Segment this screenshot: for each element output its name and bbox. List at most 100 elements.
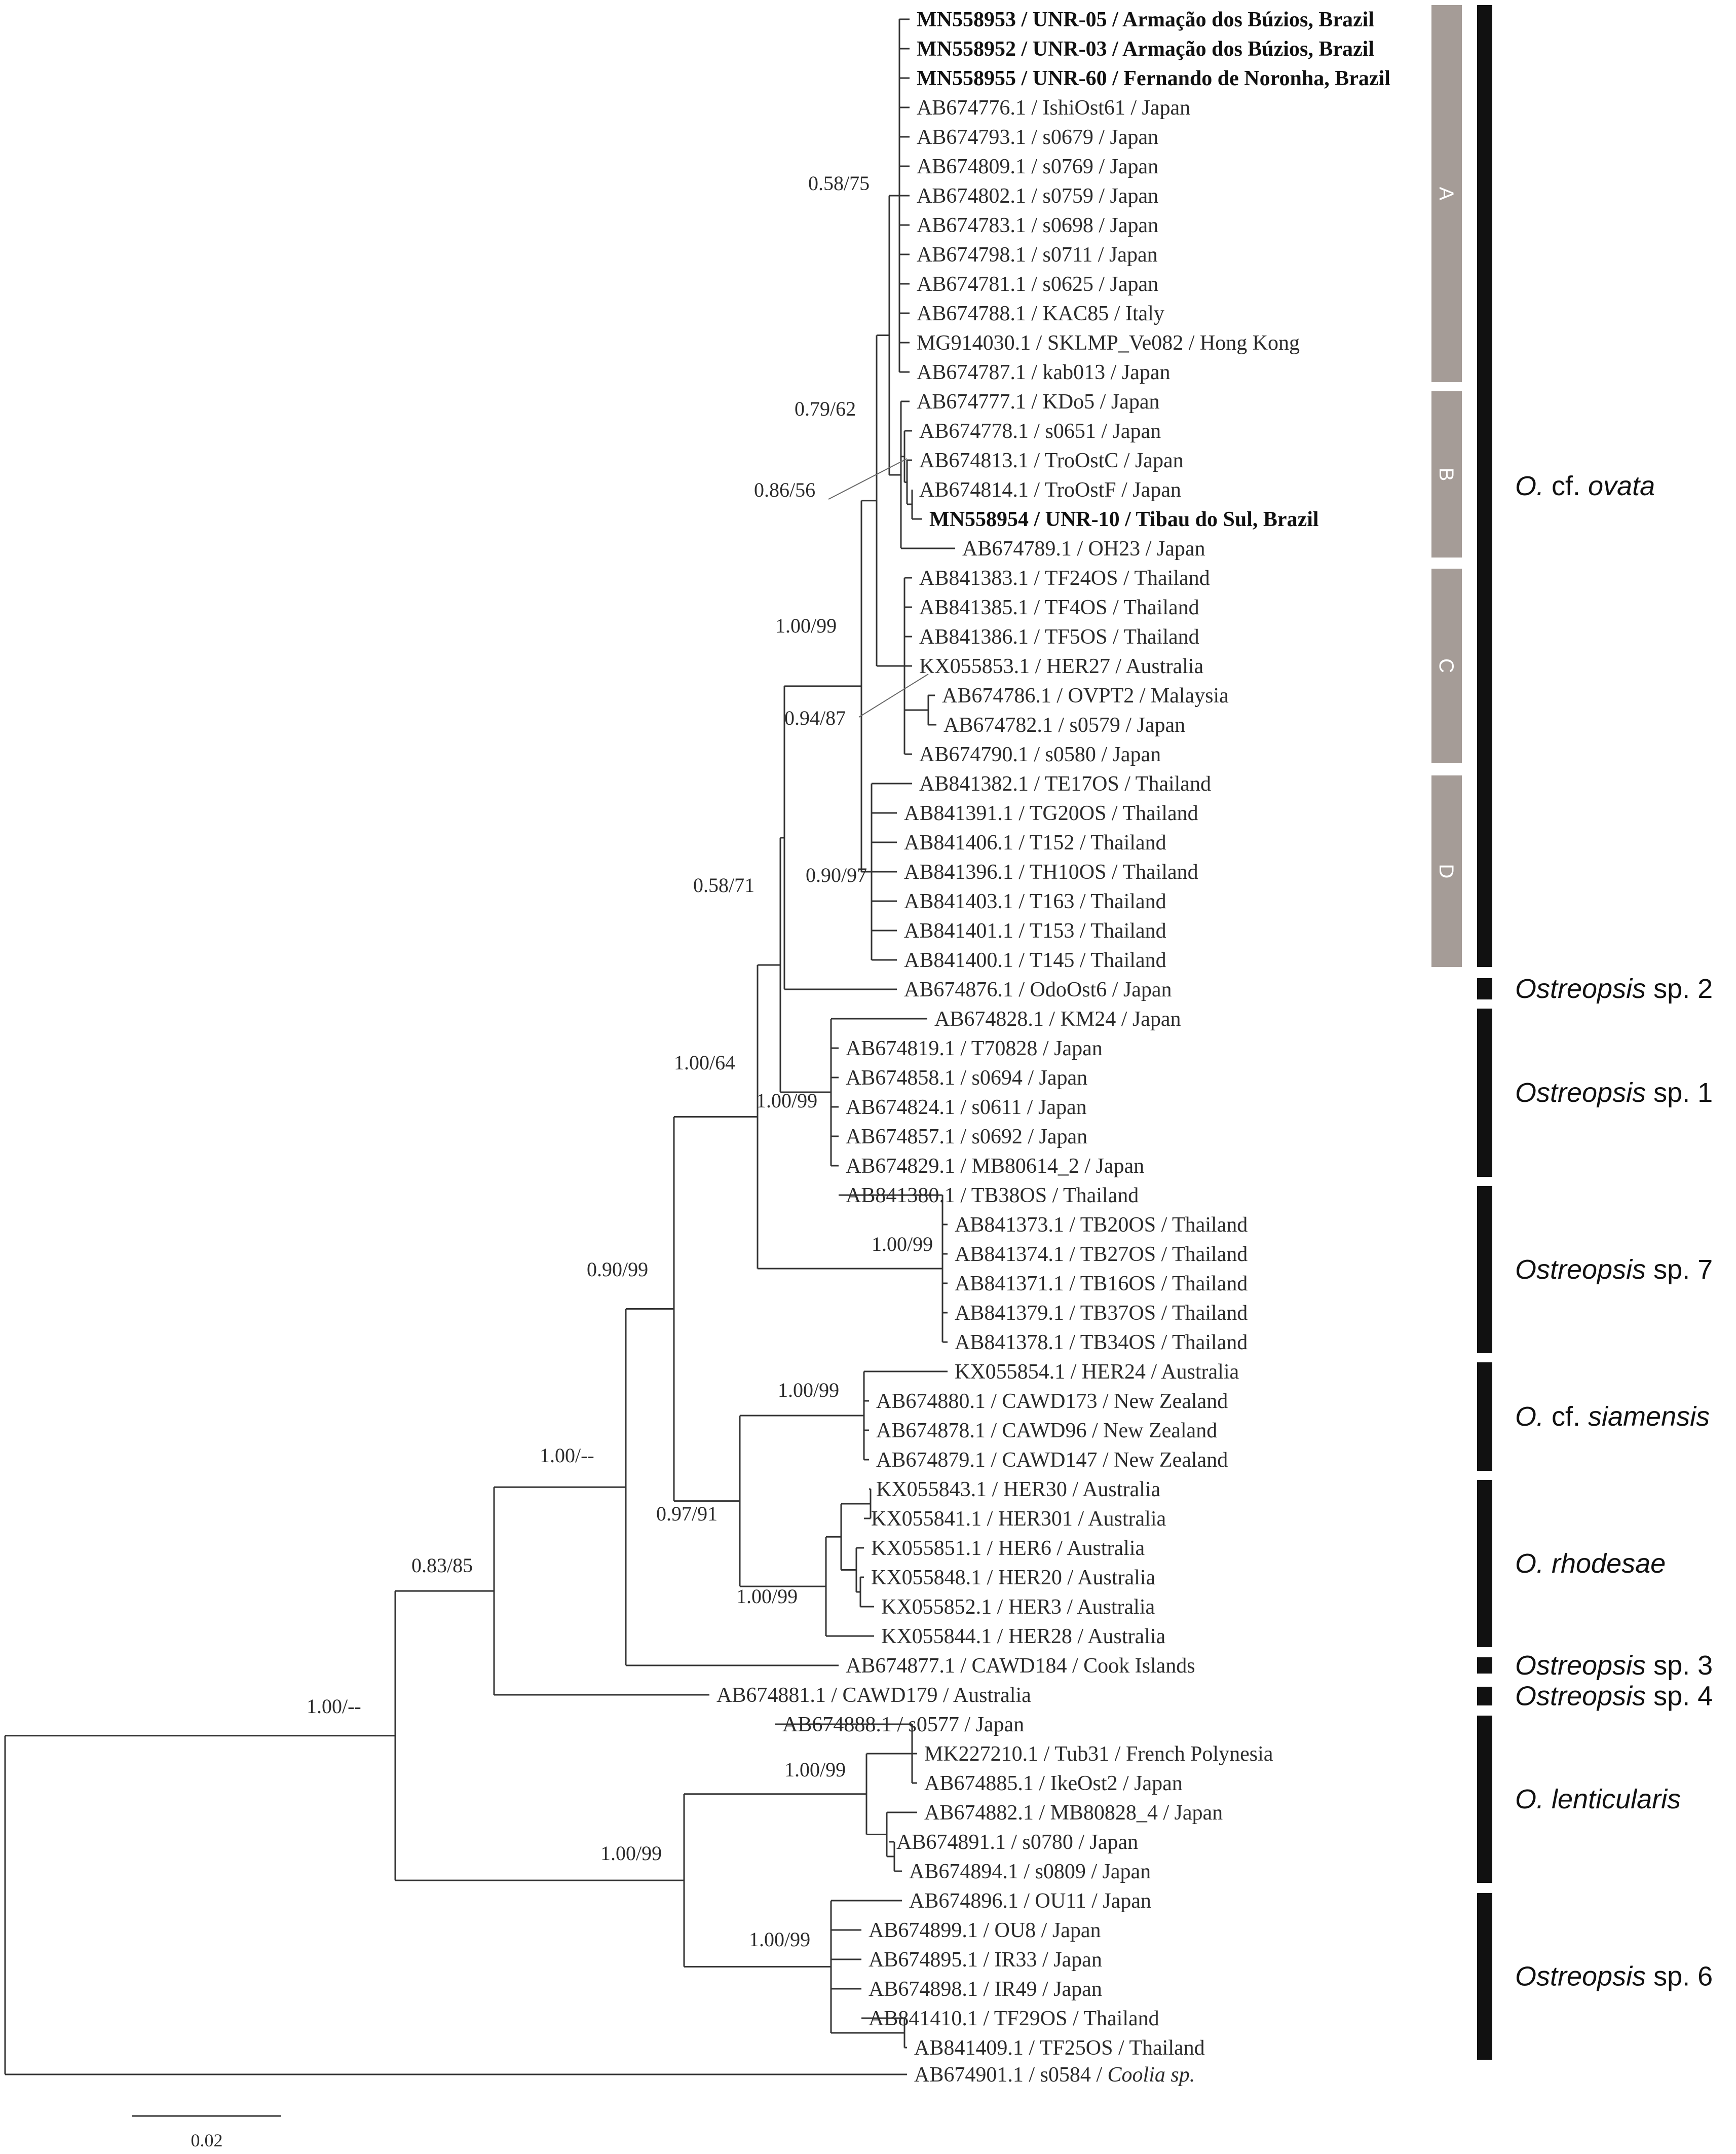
- leaf-label: AB841386.1 / TF5OS / Thailand: [919, 625, 1199, 649]
- support-value: 0.58/75: [808, 172, 870, 195]
- clade-label-ovata: O. cf. ovata: [1515, 471, 1655, 501]
- leaf-label: AB674885.1 / IkeOst2 / Japan: [924, 1772, 1183, 1795]
- leaf-label: AB674781.1 / s0625 / Japan: [917, 273, 1158, 296]
- leaf-label: AB674786.1 / OVPT2 / Malaysia: [942, 684, 1229, 708]
- leaf-label: AB841374.1 / TB27OS / Thailand: [955, 1243, 1248, 1266]
- leaf-label: AB674778.1 / s0651 / Japan: [919, 420, 1161, 443]
- support-value: 1.00/99: [600, 1842, 662, 1865]
- subclade-label: C: [1435, 658, 1457, 673]
- support-value: 0.94/87: [784, 707, 846, 729]
- leaf-label: AB674894.1 / s0809 / Japan: [909, 1860, 1151, 1883]
- clade-bar-ovata: [1477, 5, 1492, 967]
- leaf-label: KX055852.1 / HER3 / Australia: [881, 1595, 1155, 1619]
- leaf-label: AB674876.1 / OdoOst6 / Japan: [904, 978, 1172, 1001]
- leaf-label: AB841396.1 / TH10OS / Thailand: [904, 861, 1198, 884]
- clade-label-siamensis: O. cf. siamensis: [1515, 1401, 1710, 1432]
- clade-label-sp1: Ostreopsis sp. 1: [1515, 1078, 1713, 1108]
- leaf-label: AB841373.1 / TB20OS / Thailand: [955, 1213, 1248, 1237]
- leaf-label: AB841406.1 / T152 / Thailand: [904, 831, 1166, 855]
- clade-bar-sp2: [1477, 978, 1492, 999]
- support-value: 0.58/71: [693, 874, 754, 897]
- leaf-label: MN558952 / UNR-03 / Armação dos Búzios, …: [917, 38, 1374, 61]
- leaf-label: KX055843.1 / HER30 / Australia: [876, 1478, 1160, 1501]
- leaf-label: AB674777.1 / KDo5 / Japan: [917, 390, 1160, 414]
- support-value: 1.00/99: [775, 614, 837, 637]
- leaf-label: MG914030.1 / SKLMP_Ve082 / Hong Kong: [917, 331, 1300, 355]
- leaf-label: AB674788.1 / KAC85 / Italy: [917, 302, 1164, 325]
- leaf-label: AB674829.1 / MB80614_2 / Japan: [846, 1155, 1144, 1178]
- leaf-label: MN558955 / UNR-60 / Fernando de Noronha,…: [917, 67, 1390, 90]
- leaf-label: AB674888.1 / s0577 / Japan: [782, 1713, 1024, 1736]
- clade-label-lenticularis: O. lenticularis: [1515, 1784, 1681, 1814]
- clade-label-sp6: Ostreopsis sp. 6: [1515, 1961, 1713, 1992]
- leaf-label: AB674881.1 / CAWD179 / Australia: [716, 1684, 1031, 1707]
- leaf-label: AB674857.1 / s0692 / Japan: [846, 1125, 1087, 1148]
- leaf-label: AB674814.1 / TroOstF / Japan: [919, 478, 1181, 502]
- leaf-label: AB674787.1 / kab013 / Japan: [917, 361, 1170, 384]
- leaf-label: AB674899.1 / OU8 / Japan: [869, 1919, 1101, 1942]
- leaf-label: AB674901.1 / s0584 / Coolia sp.: [914, 2063, 1195, 2087]
- leaf-label: AB841409.1 / TF25OS / Thailand: [914, 2036, 1205, 2060]
- subclade-label: A: [1435, 187, 1457, 201]
- leaf-label: AB674878.1 / CAWD96 / New Zealand: [876, 1419, 1217, 1442]
- leaf-label: AB674813.1 / TroOstC / Japan: [919, 449, 1184, 472]
- leaf-label: AB841403.1 / T163 / Thailand: [904, 890, 1166, 913]
- leaf-label: AB674891.1 / s0780 / Japan: [896, 1831, 1138, 1854]
- support-value: 1.00/99: [784, 1758, 846, 1781]
- leaf-label: AB674879.1 / CAWD147 / New Zealand: [876, 1449, 1228, 1472]
- leaf-label: AB841400.1 / T145 / Thailand: [904, 949, 1166, 972]
- leaf-label: KX055844.1 / HER28 / Australia: [881, 1625, 1165, 1648]
- clade-label-sp3: Ostreopsis sp. 3: [1515, 1650, 1713, 1681]
- support-value: 1.00/64: [674, 1051, 735, 1074]
- clade-bar-sp7: [1477, 1186, 1492, 1353]
- leaf-label: AB674896.1 / OU11 / Japan: [909, 1889, 1151, 1913]
- leaf-label: KX055851.1 / HER6 / Australia: [871, 1537, 1145, 1560]
- leaf-label: AB674882.1 / MB80828_4 / Japan: [924, 1801, 1223, 1825]
- clade-bar-siamensis: [1477, 1362, 1492, 1471]
- support-value: 1.00/--: [540, 1444, 594, 1467]
- support-leader: [858, 674, 929, 718]
- leaf-label: AB841371.1 / TB16OS / Thailand: [955, 1272, 1248, 1295]
- leaf-label: AB674809.1 / s0769 / Japan: [917, 155, 1158, 178]
- subclade-box-A: [1431, 5, 1462, 382]
- leaf-label: AB841378.1 / TB34OS / Thailand: [955, 1331, 1248, 1354]
- leaf-label: AB674824.1 / s0611 / Japan: [846, 1096, 1087, 1119]
- leaf-label: MK227210.1 / Tub31 / French Polynesia: [924, 1742, 1273, 1766]
- leaf-label: AB674776.1 / IshiOst61 / Japan: [917, 96, 1190, 120]
- leaf-label: AB841401.1 / T153 / Thailand: [904, 919, 1166, 943]
- support-value: 1.00/99: [778, 1379, 839, 1401]
- leaf-label: AB674880.1 / CAWD173 / New Zealand: [876, 1390, 1228, 1413]
- leaf-label: MN558954 / UNR-10 / Tibau do Sul, Brazil: [929, 508, 1319, 531]
- support-value: 0.90/97: [806, 864, 867, 886]
- subclade-box-B: [1431, 391, 1462, 558]
- clade-label-sp4: Ostreopsis sp. 4: [1515, 1681, 1713, 1712]
- leaf-label: MN558953 / UNR-05 / Armação dos Búzios, …: [917, 8, 1374, 31]
- clade-bar-sp4: [1477, 1687, 1492, 1705]
- leaf-label: AB674793.1 / s0679 / Japan: [917, 126, 1158, 149]
- leaf-label: AB674828.1 / KM24 / Japan: [934, 1008, 1181, 1031]
- clade-label-sp2: Ostreopsis sp. 2: [1515, 974, 1713, 1004]
- clade-label-rhodesae: O. rhodesae: [1515, 1548, 1666, 1579]
- subclade-box-C: [1431, 569, 1462, 763]
- subclade-label: D: [1435, 864, 1457, 879]
- clade-bar-sp1: [1477, 1009, 1492, 1177]
- support-value: 1.00/99: [872, 1233, 933, 1255]
- subclade-label: B: [1435, 468, 1457, 481]
- support-leader: [828, 458, 908, 500]
- scale-bar-label: 0.02: [191, 2130, 223, 2150]
- subclade-box-D: [1431, 775, 1462, 967]
- leaf-label: AB841380.1 / TB38OS / Thailand: [846, 1184, 1139, 1207]
- leaf-label: AB674802.1 / s0759 / Japan: [917, 184, 1158, 208]
- leaf-label: AB841379.1 / TB37OS / Thailand: [955, 1302, 1248, 1325]
- support-value: 1.00/99: [749, 1928, 810, 1951]
- leaf-label: AB674898.1 / IR49 / Japan: [869, 1978, 1102, 2001]
- leaf-label: KX055854.1 / HER24 / Australia: [955, 1360, 1239, 1384]
- leaf-label: AB674783.1 / s0698 / Japan: [917, 214, 1158, 237]
- support-value: 0.97/91: [656, 1502, 718, 1525]
- clade-bar-sp3: [1477, 1657, 1492, 1674]
- support-value: 1.00/--: [307, 1695, 361, 1718]
- leaf-label: AB841410.1 / TF29OS / Thailand: [869, 2007, 1159, 2030]
- leaf-label: AB841391.1 / TG20OS / Thailand: [904, 802, 1198, 825]
